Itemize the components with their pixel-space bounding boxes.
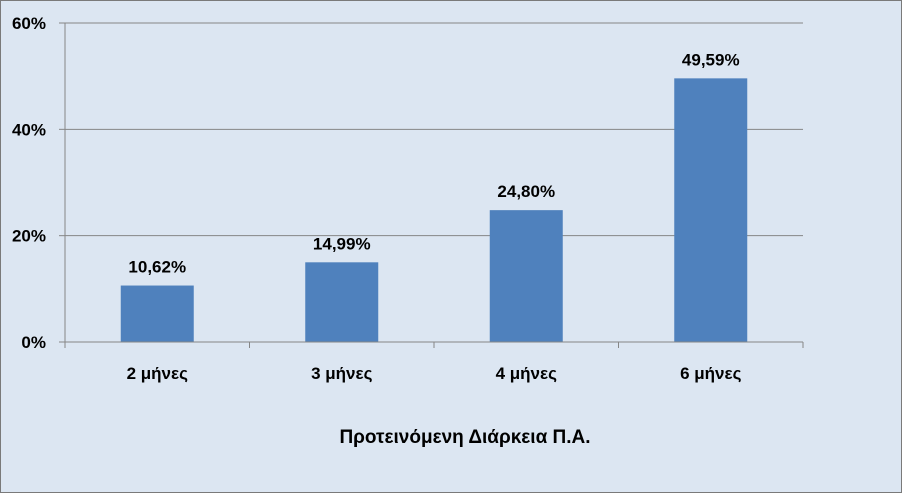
y-tick-label: 40%	[12, 120, 46, 139]
data-label: 49,59%	[682, 50, 740, 69]
bars	[120, 78, 748, 342]
labels: 0% 20% 40% 60% 10,62% 2 μήνες 14,99% 3 μήνες 24,…	[12, 14, 742, 383]
data-label: 10,62%	[128, 258, 186, 277]
y-tick-label: 60%	[12, 14, 46, 33]
bar	[674, 78, 748, 342]
x-tick-label: 2 μήνες	[127, 364, 188, 383]
data-label: 14,99%	[313, 234, 371, 253]
bar	[489, 210, 563, 342]
y-tick-label: 0%	[21, 333, 46, 352]
bar	[120, 285, 194, 342]
x-tick-label: 6 μήνες	[680, 364, 741, 383]
x-tick-label: 4 μήνες	[496, 364, 557, 383]
bar	[305, 262, 379, 342]
x-axis-title: Προτεινόμενη Διάρκεια Π.Α.	[339, 427, 590, 448]
data-label: 24,80%	[497, 182, 555, 201]
y-tick-label: 20%	[12, 227, 46, 246]
x-tick-label: 3 μήνες	[311, 364, 372, 383]
axes	[59, 22, 804, 348]
